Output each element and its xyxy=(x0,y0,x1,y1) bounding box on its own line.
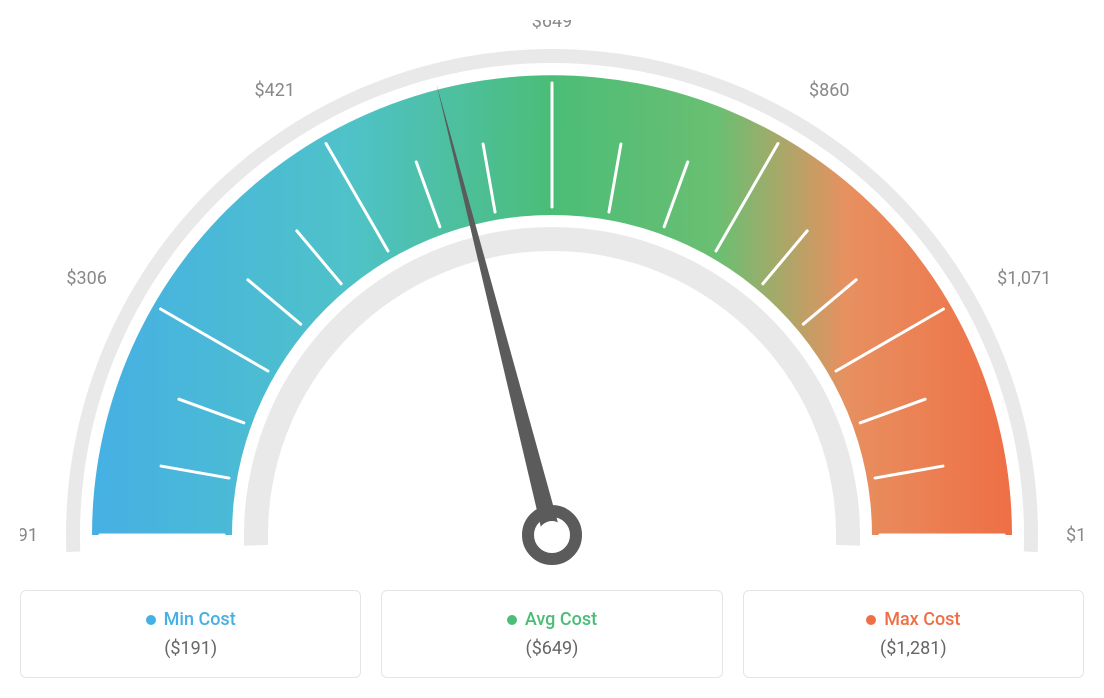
legend-card-avg: Avg Cost ($649) xyxy=(381,590,722,678)
legend-dot-min xyxy=(146,615,156,625)
tick-label: $191 xyxy=(20,525,38,546)
cost-gauge-chart: $191 $306 $421 $649 $860 $1,071 $1,281 Min Cos… xyxy=(20,20,1084,678)
legend-label-max: Max Cost xyxy=(866,609,960,630)
legend-label-min: Min Cost xyxy=(146,609,236,630)
tick-label: $649 xyxy=(532,20,572,32)
legend-label-avg: Avg Cost xyxy=(507,609,597,630)
tick-label: $421 xyxy=(255,80,295,101)
tick-label: $860 xyxy=(809,80,849,101)
legend-text-avg: Avg Cost xyxy=(525,609,597,630)
tick-label: $1,281 xyxy=(1066,525,1084,546)
legend-text-min: Min Cost xyxy=(164,609,236,630)
tick-label: $306 xyxy=(66,268,106,289)
legend-text-max: Max Cost xyxy=(884,609,960,630)
legend-card-max: Max Cost ($1,281) xyxy=(743,590,1084,678)
legend-value-avg: ($649) xyxy=(402,638,701,659)
gauge-svg: $191 $306 $421 $649 $860 $1,071 $1,281 xyxy=(20,20,1084,580)
legend-dot-avg xyxy=(507,615,517,625)
legend-dot-max xyxy=(866,615,876,625)
tick-label: $1,071 xyxy=(997,268,1051,289)
legend-row: Min Cost ($191) Avg Cost ($649) Max Cost… xyxy=(20,590,1084,678)
legend-value-max: ($1,281) xyxy=(764,638,1063,659)
legend-value-min: ($191) xyxy=(41,638,340,659)
gauge-area: $191 $306 $421 $649 $860 $1,071 $1,281 xyxy=(20,20,1084,580)
legend-card-min: Min Cost ($191) xyxy=(20,590,361,678)
